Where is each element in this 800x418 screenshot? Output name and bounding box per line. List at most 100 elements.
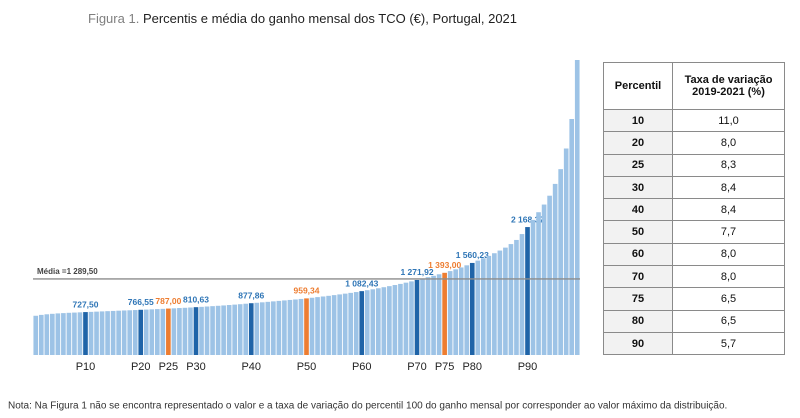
bar (574, 60, 580, 355)
value-label: 1 082,43 (345, 278, 378, 288)
bar (503, 247, 508, 355)
bar (547, 195, 552, 355)
bar (254, 302, 260, 355)
bar (204, 306, 210, 355)
bar (221, 305, 226, 355)
table-row: 50 7,7 (603, 220, 785, 244)
x-tick-label: P25 (159, 361, 179, 373)
note: Nota: Na Figura 1 não se encontra repres… (8, 401, 727, 412)
bar (177, 308, 182, 355)
bar (387, 286, 392, 355)
bar (381, 287, 387, 355)
table-cell: 50 (603, 220, 673, 244)
value-label: 2 168,37 (511, 214, 544, 224)
table-cell: 20 (603, 131, 673, 155)
bar (248, 303, 254, 355)
bar (403, 282, 409, 355)
bar (44, 314, 50, 355)
bar (530, 219, 536, 355)
value-label: 1 393,00 (428, 260, 461, 270)
table-cell: 11,0 (672, 108, 785, 133)
bar (409, 281, 414, 355)
table-cell: 6,5 (672, 287, 785, 311)
bar (33, 315, 39, 355)
bar (558, 169, 563, 355)
bar (50, 313, 55, 355)
table-row: 10 11,0 (603, 108, 785, 133)
bar (143, 309, 149, 355)
bar (83, 312, 88, 355)
bar (309, 297, 315, 355)
bar (370, 289, 376, 355)
bar (552, 183, 558, 355)
table-cell: 75 (603, 287, 673, 311)
bar (271, 301, 276, 355)
x-tick-label: P90 (518, 361, 538, 373)
bar (569, 119, 575, 355)
bar (563, 148, 569, 355)
bar (453, 269, 459, 355)
x-tick-label: P40 (241, 361, 261, 373)
bar (342, 293, 348, 355)
x-tick-label: P30 (186, 361, 206, 373)
bar (215, 305, 221, 355)
bar (237, 304, 243, 355)
bar (154, 309, 160, 355)
bar (337, 294, 342, 355)
header-cell: Percentil (603, 62, 673, 110)
bar (353, 292, 359, 355)
table-cell: 8,0 (672, 242, 785, 267)
bar (420, 278, 425, 355)
table-cell: 60 (603, 242, 673, 267)
x-tick-label: P10 (76, 361, 96, 373)
bar (425, 277, 431, 355)
table-row: 25 8,3 (603, 153, 785, 177)
bar (497, 250, 503, 355)
bar (138, 309, 144, 355)
bar (480, 258, 486, 355)
bar (243, 303, 249, 355)
bar (331, 295, 337, 355)
value-label: 810,63 (183, 294, 209, 304)
bar (105, 311, 110, 355)
bar (160, 308, 166, 355)
table-cell: 90 (603, 331, 673, 356)
bar (348, 292, 354, 355)
bar (287, 299, 293, 355)
bar (359, 291, 365, 355)
value-label: 877,86 (238, 290, 264, 300)
table-cell: 30 (603, 175, 673, 200)
bar (259, 302, 265, 355)
bar (304, 298, 309, 355)
table-row: 70 8,0 (603, 265, 785, 289)
bar (188, 307, 193, 355)
table-cell: 5,7 (672, 331, 785, 356)
bar (265, 301, 271, 355)
bar (436, 274, 442, 355)
bar (475, 260, 481, 355)
bar (431, 275, 436, 355)
table-row: 60 8,0 (603, 242, 785, 267)
bar (458, 267, 464, 355)
table-row: 20 8,0 (603, 131, 785, 155)
bar (182, 307, 188, 355)
table-cell: 8,3 (672, 153, 785, 177)
bar (519, 234, 525, 355)
table-row: 75 6,5 (603, 287, 785, 311)
table-cell: 10 (603, 108, 673, 133)
table-cell: 8,0 (672, 265, 785, 289)
table-cell: 70 (603, 265, 673, 289)
bar (326, 295, 331, 355)
bar (414, 279, 420, 355)
x-tick-label: P20 (131, 361, 151, 373)
title-text: Percentis e média do ganho mensal dos TC… (143, 11, 517, 26)
bar (469, 262, 475, 355)
bar (149, 309, 155, 355)
bar (398, 283, 403, 355)
bar (536, 212, 541, 355)
bar (132, 310, 138, 355)
table-cell: 8,0 (672, 131, 785, 155)
mean-label: Média =1 289,50 (37, 267, 98, 276)
